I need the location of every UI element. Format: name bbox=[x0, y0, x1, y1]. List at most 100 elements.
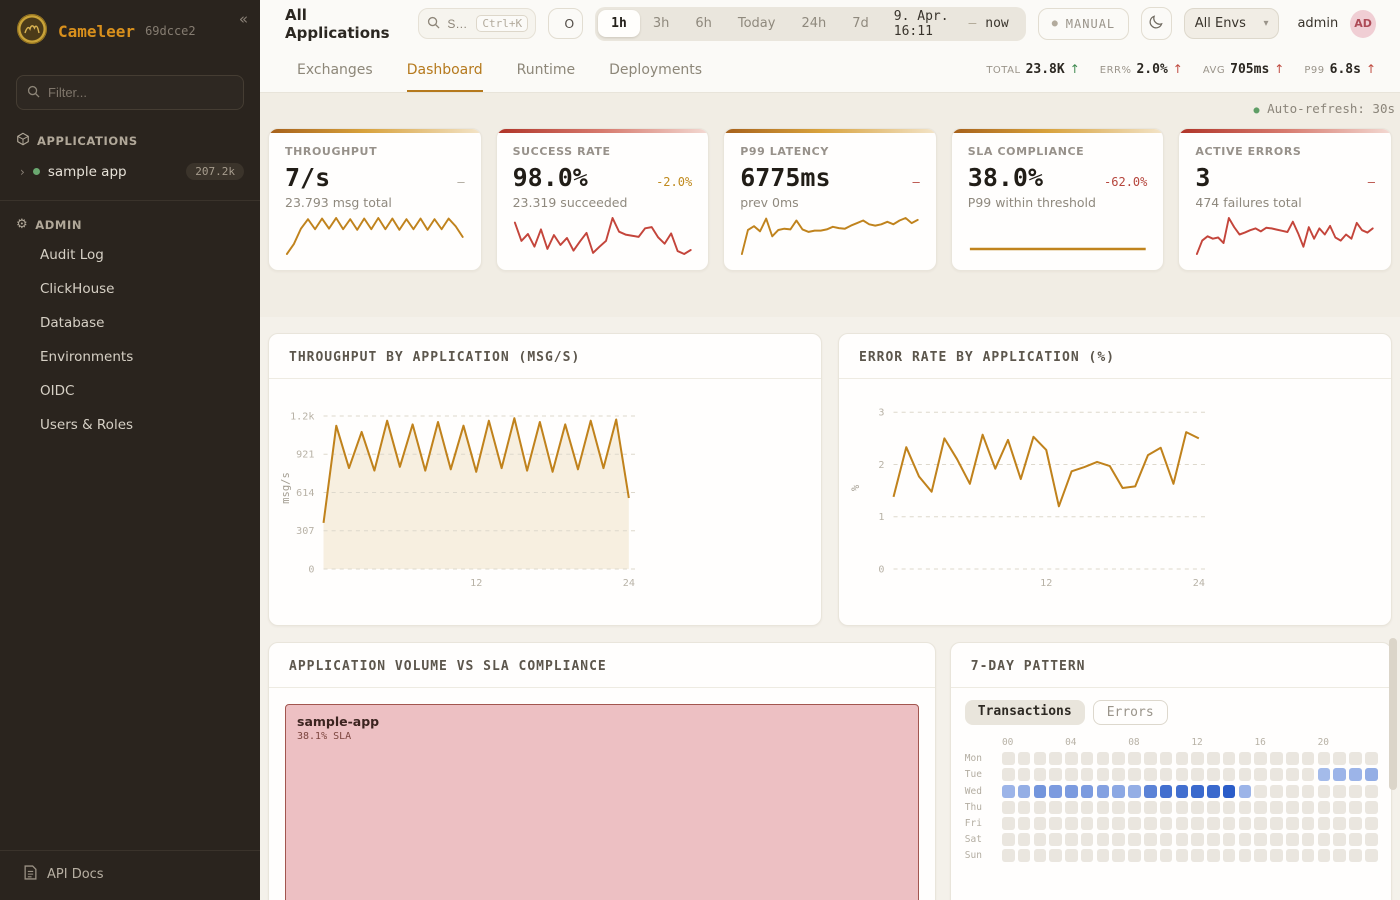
heatmap-cell[interactable] bbox=[1191, 784, 1204, 798]
heatmap-cell[interactable] bbox=[1238, 768, 1252, 782]
heatmap-cell[interactable] bbox=[1001, 800, 1015, 814]
heatmap-cell[interactable] bbox=[1175, 752, 1189, 766]
heatmap-cell[interactable] bbox=[1207, 816, 1220, 830]
kpi-card-success-rate[interactable]: SUCCESS RATE 98.0% -2.0% 23.319 succeede… bbox=[495, 128, 710, 271]
connection-status-pill[interactable]: O bbox=[548, 8, 584, 39]
heatmap-cell[interactable] bbox=[1364, 833, 1378, 847]
heatmap-cell[interactable] bbox=[1001, 784, 1015, 798]
heatmap-cell[interactable] bbox=[1286, 784, 1299, 798]
sidebar-item-oidc[interactable]: OIDC bbox=[40, 383, 75, 399]
heatmap-cell[interactable] bbox=[1159, 833, 1173, 847]
heatmap-cell[interactable] bbox=[1112, 833, 1126, 847]
heatmap-cell[interactable] bbox=[1001, 768, 1015, 782]
heatmap-cell[interactable] bbox=[1270, 800, 1283, 814]
heatmap-cell[interactable] bbox=[1001, 849, 1015, 863]
heatmap-cell[interactable] bbox=[1254, 784, 1268, 798]
heatmap-cell[interactable] bbox=[1349, 768, 1362, 782]
heatmap-cell[interactable] bbox=[1143, 833, 1157, 847]
heatmap-cell[interactable] bbox=[1112, 849, 1126, 863]
tab-dashboard[interactable]: Dashboard bbox=[406, 47, 483, 92]
tab-transactions[interactable]: Transactions bbox=[964, 700, 1085, 725]
heatmap-cell[interactable] bbox=[1286, 833, 1299, 847]
heatmap-cell[interactable] bbox=[1065, 784, 1078, 798]
environment-select[interactable]: All Envs ▾ bbox=[1183, 8, 1280, 39]
heatmap-cell[interactable] bbox=[1017, 849, 1031, 863]
heatmap-cell[interactable] bbox=[1270, 833, 1283, 847]
api-docs-link[interactable]: API Docs bbox=[0, 850, 260, 900]
heatmap-cell[interactable] bbox=[1349, 816, 1362, 830]
heatmap-cell[interactable] bbox=[1349, 752, 1362, 766]
heatmap-cell[interactable] bbox=[1049, 816, 1062, 830]
heatmap-cell[interactable] bbox=[1191, 833, 1204, 847]
heatmap-cell[interactable] bbox=[1222, 768, 1236, 782]
heatmap-cell[interactable] bbox=[1301, 800, 1315, 814]
heatmap-cell[interactable] bbox=[1017, 784, 1031, 798]
heatmap-cell[interactable] bbox=[1049, 849, 1062, 863]
heatmap-cell[interactable] bbox=[1080, 849, 1094, 863]
heatmap-cell[interactable] bbox=[1333, 800, 1346, 814]
heatmap-cell[interactable] bbox=[1080, 833, 1094, 847]
heatmap-cell[interactable] bbox=[1017, 800, 1031, 814]
heatmap-cell[interactable] bbox=[1238, 800, 1252, 814]
range-today-button[interactable]: Today bbox=[725, 10, 789, 37]
heatmap-cell[interactable] bbox=[1001, 752, 1015, 766]
heatmap-cell[interactable] bbox=[1254, 752, 1268, 766]
sidebar-item-audit-log[interactable]: Audit Log bbox=[40, 247, 104, 263]
heatmap-cell[interactable] bbox=[1286, 816, 1299, 830]
heatmap-cell[interactable] bbox=[1301, 784, 1315, 798]
heatmap-cell[interactable] bbox=[1333, 816, 1346, 830]
heatmap-cell[interactable] bbox=[1065, 816, 1078, 830]
heatmap-cell[interactable] bbox=[1301, 849, 1315, 863]
heatmap-cell[interactable] bbox=[1301, 768, 1315, 782]
heatmap-cell[interactable] bbox=[1049, 800, 1062, 814]
heatmap-cell[interactable] bbox=[1222, 816, 1236, 830]
heatmap-cell[interactable] bbox=[1238, 849, 1252, 863]
heatmap-cell[interactable] bbox=[1222, 784, 1236, 798]
heatmap-cell[interactable] bbox=[1143, 800, 1157, 814]
heatmap-cell[interactable] bbox=[1096, 784, 1110, 798]
heatmap-cell[interactable] bbox=[1096, 833, 1110, 847]
heatmap-cell[interactable] bbox=[1222, 800, 1236, 814]
chevron-right-icon[interactable]: › bbox=[20, 164, 25, 179]
heatmap-cell[interactable] bbox=[1128, 784, 1141, 798]
heatmap-cell[interactable] bbox=[1317, 800, 1331, 814]
heatmap-cell[interactable] bbox=[1033, 816, 1047, 830]
heatmap-cell[interactable] bbox=[1143, 768, 1157, 782]
heatmap-cell[interactable] bbox=[1143, 816, 1157, 830]
heatmap-cell[interactable] bbox=[1049, 784, 1062, 798]
heatmap-cell[interactable] bbox=[1222, 849, 1236, 863]
heatmap-cell[interactable] bbox=[1364, 800, 1378, 814]
heatmap-cell[interactable] bbox=[1191, 752, 1204, 766]
heatmap-cell[interactable] bbox=[1238, 833, 1252, 847]
heatmap-cell[interactable] bbox=[1080, 800, 1094, 814]
global-search[interactable]: Ctrl+K bbox=[418, 8, 537, 39]
heatmap-cell[interactable] bbox=[1128, 849, 1141, 863]
heatmap-cell[interactable] bbox=[1065, 849, 1078, 863]
tab-exchanges[interactable]: Exchanges bbox=[297, 61, 373, 78]
heatmap-cell[interactable] bbox=[1191, 849, 1204, 863]
search-input[interactable] bbox=[447, 16, 470, 31]
heatmap-cell[interactable] bbox=[1159, 752, 1173, 766]
avatar[interactable]: AD bbox=[1350, 9, 1377, 38]
heatmap-cell[interactable] bbox=[1017, 816, 1031, 830]
heatmap-cell[interactable] bbox=[1317, 768, 1331, 782]
dark-mode-toggle[interactable] bbox=[1141, 7, 1172, 40]
treemap-tile-sample-app[interactable]: sample-app 38.1% SLA bbox=[285, 704, 919, 900]
heatmap-cell[interactable] bbox=[1207, 768, 1220, 782]
heatmap-cell[interactable] bbox=[1159, 849, 1173, 863]
heatmap-cell[interactable] bbox=[1175, 768, 1189, 782]
heatmap-cell[interactable] bbox=[1364, 784, 1378, 798]
heatmap-cell[interactable] bbox=[1159, 784, 1173, 798]
heatmap-cell[interactable] bbox=[1254, 768, 1268, 782]
heatmap-cell[interactable] bbox=[1159, 816, 1173, 830]
vertical-scrollbar[interactable] bbox=[1389, 638, 1397, 790]
heatmap-cell[interactable] bbox=[1238, 752, 1252, 766]
heatmap-cell[interactable] bbox=[1096, 768, 1110, 782]
heatmap-cell[interactable] bbox=[1065, 833, 1078, 847]
heatmap-cell[interactable] bbox=[1175, 849, 1189, 863]
range-3h-button[interactable]: 3h bbox=[640, 10, 683, 37]
heatmap-cell[interactable] bbox=[1364, 816, 1378, 830]
kpi-card-p99-latency[interactable]: P99 LATENCY 6775ms – prev 0ms bbox=[723, 128, 937, 271]
heatmap-cell[interactable] bbox=[1017, 768, 1031, 782]
sidebar-item-users-roles[interactable]: Users & Roles bbox=[40, 417, 134, 433]
